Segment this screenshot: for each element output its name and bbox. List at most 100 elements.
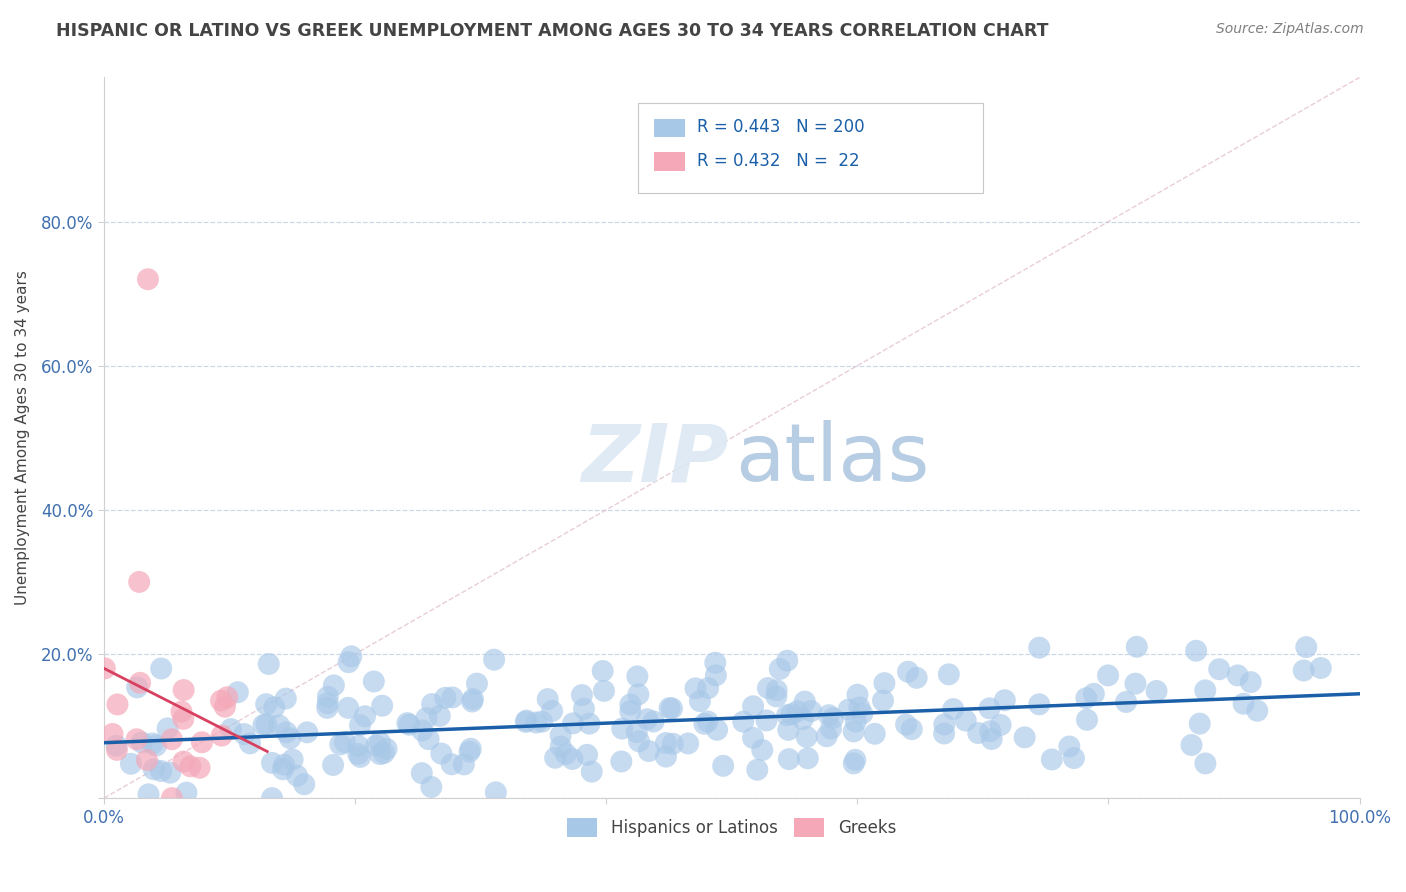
Point [257, 657, 280, 671]
Point [980, 731, 1002, 746]
Point [465, 676, 488, 690]
Point [844, 753, 866, 767]
Point [337, 655, 360, 669]
Point [354, 709, 377, 723]
Point [458, 745, 481, 759]
Y-axis label: Unemployment Among Ages 30 to 34 years: Unemployment Among Ages 30 to 34 years [15, 270, 30, 606]
Point [150, 764, 173, 778]
Point [821, 711, 844, 725]
Point [655, 749, 678, 764]
Point [347, 739, 370, 753]
Point [967, 726, 990, 740]
Point [142, 737, 165, 751]
Point [955, 714, 977, 728]
Point [742, 731, 765, 745]
Point [1115, 695, 1137, 709]
Text: HISPANIC OR LATINO VS GREEK UNEMPLOYMENT AMONG AGES 30 TO 34 YEARS CORRELATION C: HISPANIC OR LATINO VS GREEK UNEMPLOYMENT… [56, 22, 1049, 40]
Point [316, 690, 339, 704]
Point [793, 695, 815, 709]
Point [461, 694, 484, 708]
Point [136, 272, 159, 286]
Point [217, 690, 239, 705]
Point [706, 723, 728, 737]
Point [655, 736, 678, 750]
Point [1194, 756, 1216, 771]
Point [562, 716, 585, 731]
Point [349, 718, 371, 732]
Point [900, 722, 922, 736]
Point [550, 739, 572, 754]
Point [260, 756, 283, 770]
Point [800, 704, 823, 718]
Point [765, 683, 787, 698]
Point [160, 791, 183, 805]
Point [316, 696, 339, 710]
Point [429, 709, 451, 723]
Point [979, 701, 1001, 715]
Point [125, 732, 148, 747]
Point [226, 685, 249, 699]
Point [592, 664, 614, 678]
Point [273, 757, 295, 772]
Point [131, 735, 153, 749]
Point [136, 753, 159, 767]
Point [172, 712, 194, 726]
Point [815, 729, 838, 743]
Point [482, 653, 505, 667]
Point [1076, 691, 1098, 706]
Point [742, 699, 765, 714]
Point [129, 676, 152, 690]
Point [340, 649, 363, 664]
Point [765, 690, 787, 704]
Point [979, 724, 1001, 739]
Point [792, 712, 814, 726]
Point [94, 661, 117, 675]
Point [612, 722, 634, 736]
Point [179, 759, 201, 773]
Point [440, 757, 463, 772]
Point [420, 697, 443, 711]
Point [322, 678, 344, 692]
Point [863, 727, 886, 741]
Text: R = 0.432   N =  22: R = 0.432 N = 22 [696, 152, 859, 170]
Point [516, 714, 538, 728]
Point [297, 725, 319, 739]
Point [797, 751, 820, 765]
Point [994, 693, 1017, 707]
Point [626, 725, 648, 739]
Point [1309, 661, 1331, 675]
Point [398, 717, 420, 731]
Point [1180, 738, 1202, 752]
Point [842, 724, 865, 739]
Point [938, 667, 960, 681]
Point [252, 718, 274, 732]
Point [751, 743, 773, 757]
Point [441, 690, 464, 705]
Point [627, 687, 650, 701]
Point [156, 722, 179, 736]
Point [561, 752, 583, 766]
Point [1014, 731, 1036, 745]
Point [271, 762, 294, 776]
Point [176, 786, 198, 800]
Point [704, 668, 727, 682]
Point [905, 671, 928, 685]
Point [637, 744, 659, 758]
Point [897, 665, 920, 679]
Point [420, 780, 443, 794]
Point [554, 747, 576, 761]
Point [142, 762, 165, 776]
Point [461, 692, 484, 706]
Point [460, 741, 482, 756]
Point [172, 755, 194, 769]
Point [1188, 716, 1211, 731]
Point [572, 702, 595, 716]
Point [676, 737, 699, 751]
Point [368, 747, 391, 761]
Point [733, 714, 755, 729]
Point [105, 739, 128, 753]
Point [619, 698, 641, 712]
Point [418, 732, 440, 747]
Point [576, 747, 599, 762]
Point [1059, 739, 1081, 754]
